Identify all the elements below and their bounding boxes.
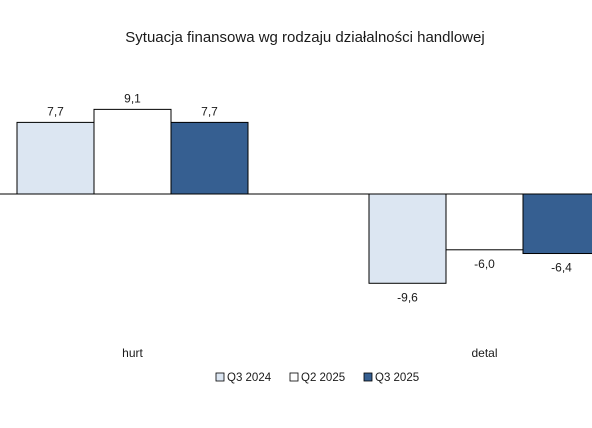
legend-swatch-q2-2025 <box>289 372 299 382</box>
data-label-hurt-q2-2025: 9,1 <box>124 91 141 105</box>
value-labels-group: 7,7 9,1 7,7 -9,6 -6,0 -6,4 <box>47 91 572 304</box>
data-label-detal-q3-2025: -6,4 <box>551 261 572 275</box>
data-label-detal-q2-2025: -6,0 <box>474 257 495 271</box>
legend-label-q3-2025: Q3 2025 <box>375 372 419 384</box>
bar-hurt-q3-2025 <box>170 121 249 195</box>
bars-group <box>16 108 592 284</box>
bar-hurt-q3-2024 <box>16 121 95 195</box>
category-labels-group: hurt detal <box>122 346 497 360</box>
legend-swatch-q3-2024 <box>215 372 225 382</box>
category-label-detal: detal <box>471 346 497 360</box>
chart-title: Sytuacja finansowa wg rodzaju działalnoś… <box>125 29 484 46</box>
bar-detal-q3-2024 <box>368 193 447 284</box>
legend: Q3 2024 Q2 2025 Q3 2025 <box>215 372 419 384</box>
data-label-detal-q3-2024: -9,6 <box>397 290 418 304</box>
bar-hurt-q2-2025 <box>93 108 172 195</box>
data-label-hurt-q3-2025: 7,7 <box>201 104 218 118</box>
bar-detal-q2-2025 <box>445 193 524 251</box>
bar-detal-q3-2025 <box>522 193 592 255</box>
legend-label-q2-2025: Q2 2025 <box>301 372 345 384</box>
data-label-hurt-q3-2024: 7,7 <box>47 104 64 118</box>
category-label-hurt: hurt <box>122 346 143 360</box>
legend-label-q3-2024: Q3 2024 <box>227 372 272 384</box>
legend-swatch-q3-2025 <box>363 372 373 382</box>
